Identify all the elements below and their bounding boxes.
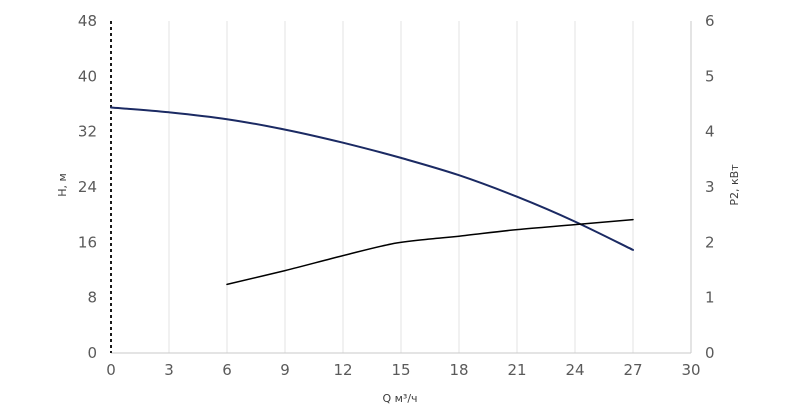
x-tick-label: 24 [565,361,584,379]
x-tick-label: 0 [106,361,116,379]
y-left-tick-label: 8 [87,289,97,307]
series-group [110,106,634,286]
y-left-tick-label: 16 [78,233,97,251]
x-tick-label: 12 [333,361,352,379]
power-curve-line [226,218,634,286]
y-right-tick-label: 2 [705,233,715,251]
x-tick-label: 30 [681,361,700,379]
head-curve-line [110,106,634,251]
y-right-tick-label: 1 [705,289,715,307]
x-tick-label: 18 [449,361,468,379]
y-left-tick-label: 0 [87,344,97,362]
x-tick-label: 9 [280,361,290,379]
x-tick-label: 15 [391,361,410,379]
y-right-tick-label: 5 [705,67,715,85]
x-axis-title: Q м³/ч [382,392,417,405]
y-left-tick-label: 40 [78,67,97,85]
y-right-tick-label: 3 [705,178,715,196]
x-tick-label: 21 [507,361,526,379]
y-right-tick-label: 4 [705,123,715,141]
y-left-tick-label: 32 [78,123,97,141]
y-left-tick-label: 24 [78,178,97,196]
x-tick-label: 27 [623,361,642,379]
grid [168,21,692,353]
axes [110,21,692,354]
x-tick-label: 3 [164,361,174,379]
x-tick-label: 6 [222,361,232,379]
y-right-tick-label: 0 [705,344,715,362]
y-right-axis-title: P2, кВт [728,164,741,206]
y-left-tick-label: 48 [78,12,97,30]
y-left-axis-title: H, м [56,173,69,197]
y-right-tick-label: 6 [705,12,715,30]
